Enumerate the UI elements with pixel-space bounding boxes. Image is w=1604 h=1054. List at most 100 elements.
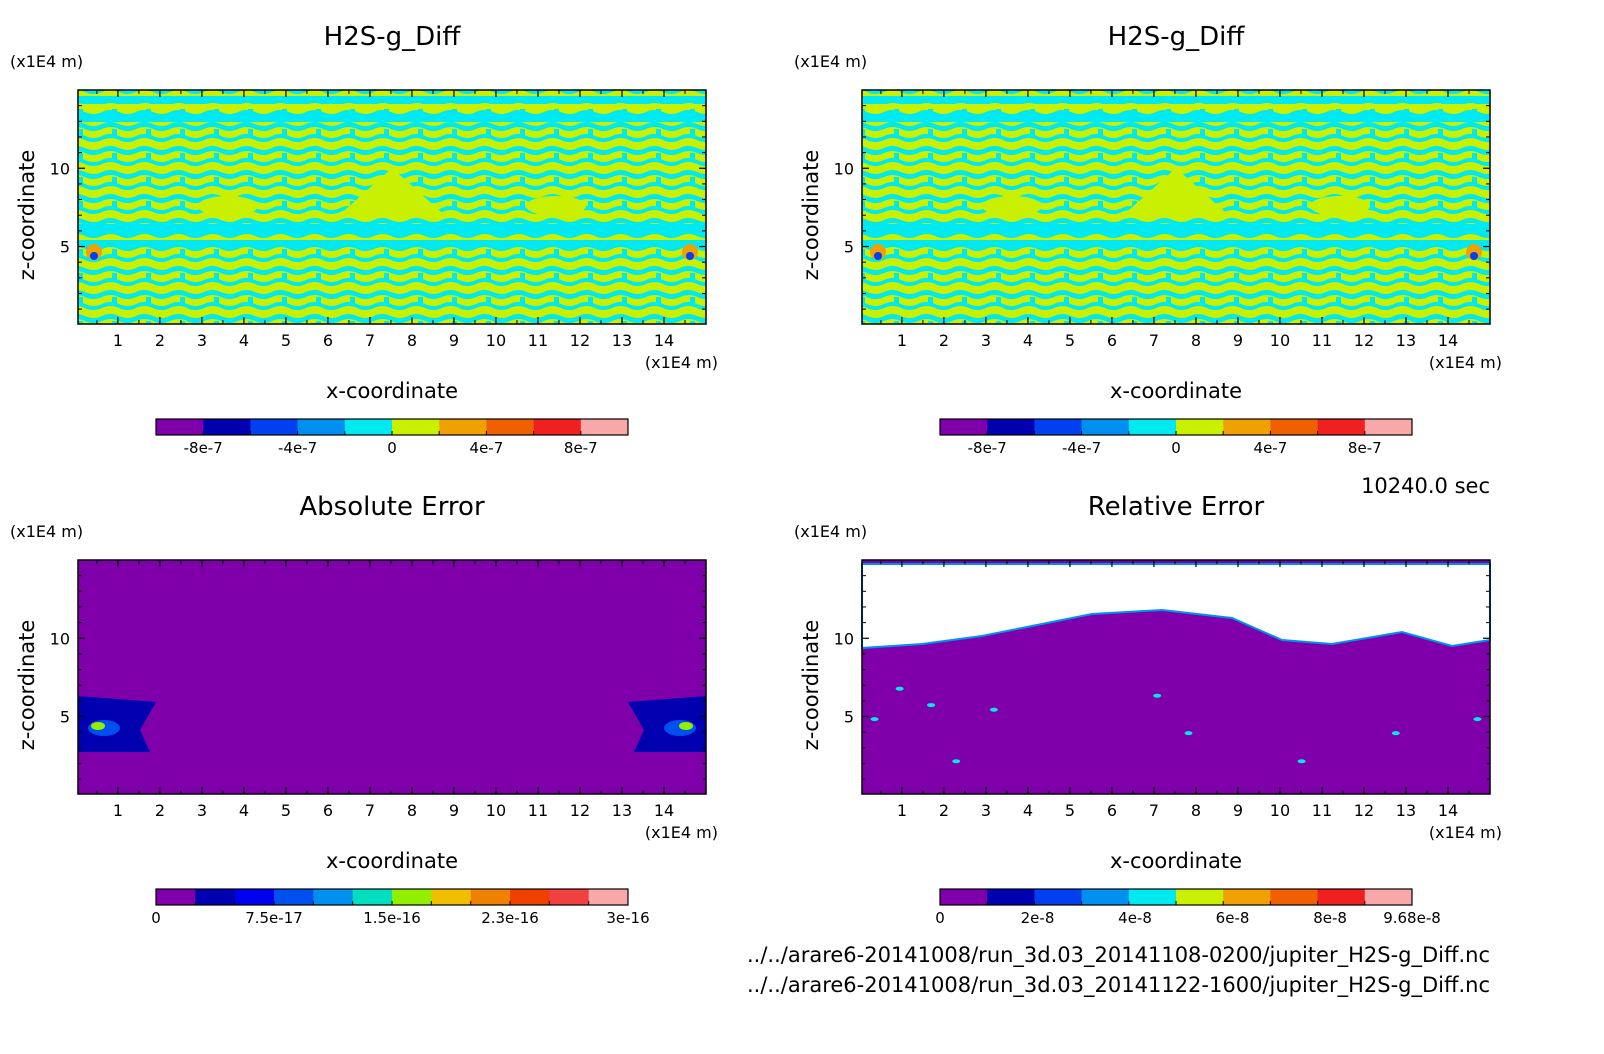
- colorbar-swatch: [1317, 889, 1366, 905]
- colorbar-swatch: [510, 889, 550, 905]
- field-band: [862, 104, 1490, 109]
- colorbar-tick-label: 0: [387, 439, 397, 457]
- x-axis-label: x-coordinate: [1110, 849, 1242, 873]
- x-tick-label: 6: [1107, 801, 1117, 820]
- x-axis-label: x-coordinate: [326, 849, 458, 873]
- colorbar-swatch: [1034, 889, 1083, 905]
- panel-4: Relative Error(x1E4 m)1 2 3 4 5 6 7 8 9 10 11 12 13 1…: [794, 492, 1502, 927]
- field-blob: [198, 196, 258, 216]
- x-tick-label: 11: [528, 801, 548, 820]
- y-unit-label: (x1E4 m): [10, 52, 83, 71]
- file-path-1: ../../arare6-20141008/run_3d.03_20141108…: [747, 943, 1490, 968]
- field-spot: [952, 759, 961, 764]
- colorbar: -8e-7 -4e-7 0 4e-7 8e-7: [939, 418, 1413, 457]
- field-spot: [90, 252, 98, 260]
- x-tick-label: 9: [449, 331, 459, 350]
- x-unit-label: (x1E4 m): [645, 823, 718, 842]
- x-tick-label: 13: [1396, 331, 1416, 350]
- x-tick-label: 3: [197, 801, 207, 820]
- field-spot: [874, 252, 882, 260]
- y-tick-label: 5: [844, 238, 854, 257]
- colorbar: 0 2e-8 4e-8 6e-8 8e-8 9.68e-8: [935, 888, 1441, 927]
- colorbar: 0 7.5e-17 1.5e-16 2.3e-16 3e-16: [151, 888, 650, 927]
- colorbar-tick-label: -4e-7: [1062, 439, 1101, 457]
- x-tick-label: 5: [1065, 331, 1075, 350]
- field-spot: [1184, 731, 1193, 736]
- x-tick-label: 7: [1149, 331, 1159, 350]
- colorbar-swatch: [439, 419, 487, 435]
- field-blob: [1120, 168, 1232, 218]
- colorbar-swatch: [940, 889, 988, 905]
- x-tick-label: 14: [654, 331, 674, 350]
- colorbar-swatch: [1270, 889, 1319, 905]
- field-band: [78, 96, 706, 102]
- x-tick-label: 3: [197, 331, 207, 350]
- x-tick-label: 2: [155, 801, 165, 820]
- y-tick-label: 10: [834, 629, 854, 648]
- x-tick-label: 1: [897, 801, 907, 820]
- field-spot: [1470, 252, 1478, 260]
- x-tick-label: 6: [1107, 331, 1117, 350]
- x-tick-label: 4: [239, 331, 249, 350]
- colorbar-swatch: [1081, 419, 1130, 435]
- field-spot: [91, 722, 105, 730]
- chart-title: H2S-g_Diff: [324, 22, 462, 52]
- x-tick-label: 9: [1233, 801, 1243, 820]
- colorbar-swatch: [987, 889, 1035, 905]
- colorbar-tick-label: 2e-8: [1021, 909, 1055, 927]
- y-axis-label: z-coordinate: [15, 620, 39, 751]
- field-band: [862, 96, 1490, 102]
- x-tick-label: 12: [570, 801, 590, 820]
- x-tick-label: 4: [239, 801, 249, 820]
- chart-title: Relative Error: [1088, 492, 1265, 522]
- plot-frame: [861, 559, 1491, 795]
- x-unit-label: (x1E4 m): [645, 353, 718, 372]
- plot-field: [862, 90, 1490, 324]
- field-blob: [982, 196, 1042, 216]
- field-spot: [927, 703, 936, 708]
- x-tick-label: 5: [1065, 801, 1075, 820]
- field-spot: [686, 252, 694, 260]
- colorbar-tick-label: 3e-16: [606, 909, 649, 927]
- colorbar-tick-label: -4e-7: [278, 439, 317, 457]
- colorbar-tick-label: 1.5e-16: [363, 909, 421, 927]
- y-tick-label: 10: [834, 159, 854, 178]
- colorbar-swatch: [297, 419, 346, 435]
- x-tick-label: 6: [323, 331, 333, 350]
- x-tick-label: 12: [1354, 331, 1374, 350]
- field-band: [862, 240, 1490, 246]
- x-tick-label: 5: [281, 331, 291, 350]
- x-unit-label: (x1E4 m): [1429, 353, 1502, 372]
- colorbar-swatch: [313, 889, 354, 905]
- field-background: [78, 560, 706, 794]
- x-tick-label: 1: [113, 801, 123, 820]
- colorbar-swatch: [1223, 889, 1271, 905]
- x-tick-label: 10: [1270, 331, 1290, 350]
- x-tick-label: 9: [1233, 331, 1243, 350]
- colorbar-swatch: [533, 419, 582, 435]
- colorbar-tick-label: 4e-7: [470, 439, 504, 457]
- plot-frame: [861, 89, 1491, 325]
- field-band: [862, 114, 1490, 122]
- field-spot: [870, 717, 879, 722]
- x-tick-label: 3: [981, 801, 991, 820]
- colorbar-tick-label: 2.3e-16: [481, 909, 539, 927]
- field-band: [78, 114, 706, 122]
- colorbar-tick-label: -8e-7: [968, 439, 1007, 457]
- colorbar-swatch: [352, 889, 393, 905]
- x-tick-label: 11: [1312, 801, 1332, 820]
- plot-field: [78, 560, 706, 794]
- x-tick-label: 7: [365, 331, 375, 350]
- x-tick-label: 1: [897, 331, 907, 350]
- colorbar-swatch: [940, 419, 988, 435]
- colorbar-swatch: [392, 419, 440, 435]
- panel-1: H2S-g_Diff(x1E4 m)1 2 3 4 5 6 7 8 9 10 11 12 13 14510…: [10, 22, 718, 457]
- x-tick-label: 1: [113, 331, 123, 350]
- x-tick-label: 8: [407, 331, 417, 350]
- panel-3: Absolute Error(x1E4 m)1 2 3 4 5 6 7 8 9 10 11 12 13 1…: [10, 492, 718, 927]
- x-tick-label: 13: [612, 801, 632, 820]
- y-tick-label: 10: [50, 629, 70, 648]
- colorbar-swatch: [250, 419, 299, 435]
- time-label: 10240.0 sec: [1361, 474, 1490, 498]
